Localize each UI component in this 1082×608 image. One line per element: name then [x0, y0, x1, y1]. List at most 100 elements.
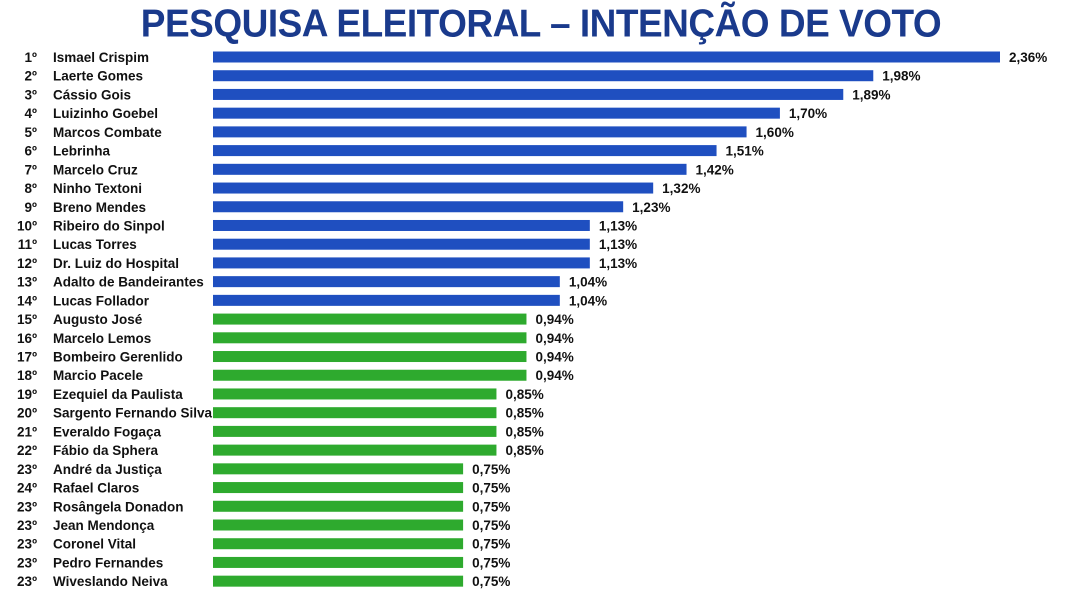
category-label: Marcos Combate — [53, 125, 162, 140]
chart-row: 17º Bombeiro Gerenlido 0,94% — [17, 350, 574, 365]
bar — [213, 219, 590, 231]
category-label: Sargento Fernando Silva — [53, 406, 213, 421]
category-label: Lucas Torres — [53, 237, 137, 252]
category-label: André da Justiça — [53, 462, 162, 477]
bar — [213, 388, 497, 400]
bar — [213, 425, 497, 437]
chart-row: 21º Everaldo Fogaça 0,85% — [17, 424, 544, 439]
category-label: Bombeiro Gerenlido — [53, 350, 183, 365]
bar — [213, 407, 497, 419]
rank-label: 9º — [25, 200, 38, 215]
category-label: Dr. Luiz do Hospital — [53, 256, 179, 271]
rank-label: 23º — [17, 574, 37, 589]
rank-label: 12º — [17, 256, 37, 271]
rank-label: 5º — [25, 125, 38, 140]
data-label: 1,51% — [726, 144, 764, 159]
chart-row: 7º Marcelo Cruz 1,42% — [25, 162, 734, 177]
rank-label: 15º — [17, 312, 37, 327]
chart-row: 23º Wiveslando Neiva 0,75% — [17, 574, 510, 589]
bar — [213, 257, 590, 269]
chart-row: 11º Lucas Torres 1,13% — [18, 237, 637, 252]
chart-row: 23º Pedro Fernandes 0,75% — [17, 555, 510, 570]
category-label: Lucas Follador — [53, 293, 150, 308]
data-label: 0,94% — [535, 350, 573, 365]
rank-label: 11º — [18, 237, 37, 252]
rank-label: 23º — [17, 537, 37, 552]
bar — [213, 294, 560, 306]
chart-row: 3º Cássio Gois 1,89% — [25, 87, 891, 102]
chart-row: 8º Ninho Textoni 1,32% — [25, 181, 701, 196]
rank-label: 10º — [17, 218, 37, 233]
data-label: 1,42% — [696, 162, 734, 177]
data-label: 1,13% — [599, 218, 637, 233]
category-label: Pedro Fernandes — [53, 555, 163, 570]
data-label: 0,94% — [535, 368, 573, 383]
category-label: Wiveslando Neiva — [53, 574, 168, 589]
chart-row: 2º Laerte Gomes 1,98% — [25, 69, 921, 84]
bar — [213, 126, 747, 138]
bar — [213, 482, 464, 494]
rank-label: 23º — [17, 555, 37, 570]
bar — [213, 276, 560, 288]
category-label: Augusto José — [53, 312, 143, 327]
page-title: PESQUISA ELEITORAL – INTENÇÃO DE VOTO — [140, 1, 942, 46]
bar — [213, 556, 464, 568]
data-label: 1,13% — [599, 237, 637, 252]
bar — [213, 538, 464, 550]
category-label: Ninho Textoni — [53, 181, 142, 196]
data-label: 1,98% — [882, 69, 920, 84]
chart-row: 6º Lebrinha 1,51% — [25, 144, 764, 159]
rank-label: 22º — [17, 443, 37, 458]
data-label: 1,13% — [599, 256, 637, 271]
rank-label: 23º — [17, 462, 37, 477]
chart-row: 23º André da Justiça 0,75% — [17, 462, 510, 477]
category-label: Fábio da Sphera — [53, 443, 159, 458]
rank-label: 21º — [17, 424, 37, 439]
rank-label: 20º — [17, 406, 37, 421]
rank-label: 6º — [25, 144, 38, 159]
bar — [213, 163, 687, 175]
rank-label: 2º — [25, 69, 38, 84]
data-label: 0,94% — [535, 331, 573, 346]
category-label: Ribeiro do Sinpol — [53, 218, 165, 233]
data-label: 0,75% — [472, 462, 510, 477]
bar — [213, 500, 464, 512]
category-label: Marcelo Lemos — [53, 331, 151, 346]
data-label: 0,75% — [472, 481, 510, 496]
bar — [213, 463, 464, 475]
data-label: 1,60% — [756, 125, 794, 140]
category-label: Laerte Gomes — [53, 69, 143, 84]
data-label: 0,75% — [472, 574, 510, 589]
chart-row: 10º Ribeiro do Sinpol 1,13% — [17, 218, 637, 233]
chart-row: 22º Fábio da Sphera 0,85% — [17, 443, 544, 458]
category-label: Ismael Crispim — [53, 50, 149, 65]
bar — [213, 519, 464, 531]
bar — [213, 88, 844, 100]
bar — [213, 182, 654, 194]
chart-row: 18º Marcio Pacele 0,94% — [17, 368, 574, 383]
rank-label: 8º — [25, 181, 38, 196]
data-label: 1,04% — [569, 275, 607, 290]
category-label: Cássio Gois — [53, 87, 131, 102]
chart-row: 5º Marcos Combate 1,60% — [25, 125, 794, 140]
chart-row: 23º Jean Mendonça 0,75% — [17, 518, 510, 533]
bar — [213, 107, 780, 119]
data-label: 1,70% — [789, 106, 827, 121]
chart-row: 16º Marcelo Lemos 0,94% — [17, 331, 574, 346]
rank-label: 13º — [17, 275, 37, 290]
rank-label: 23º — [17, 518, 37, 533]
data-label: 0,75% — [472, 537, 510, 552]
category-label: Rosângela Donadon — [53, 499, 184, 514]
bar — [213, 51, 1000, 63]
data-label: 0,75% — [472, 555, 510, 570]
category-label: Lebrinha — [53, 144, 110, 159]
bar — [213, 575, 464, 587]
data-label: 1,23% — [632, 200, 670, 215]
rank-label: 19º — [17, 387, 37, 402]
rank-label: 16º — [17, 331, 37, 346]
rank-label: 4º — [25, 106, 38, 121]
chart-row: 12º Dr. Luiz do Hospital 1,13% — [17, 256, 637, 271]
rank-label: 24º — [17, 481, 37, 496]
rank-label: 18º — [17, 368, 37, 383]
category-label: Marcio Pacele — [53, 368, 144, 383]
